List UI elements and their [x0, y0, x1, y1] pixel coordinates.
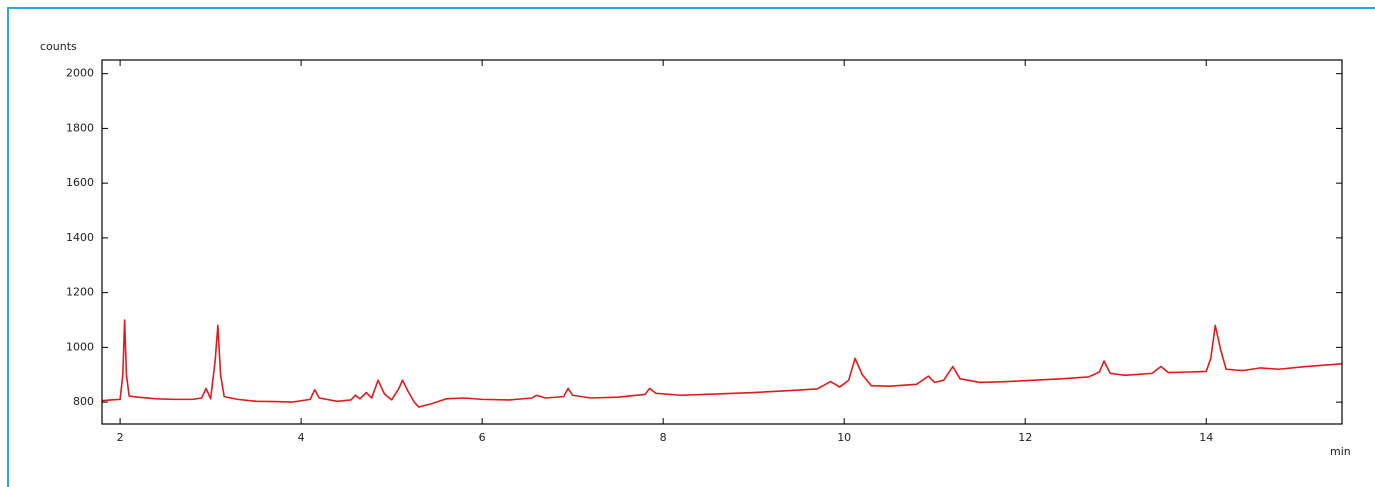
y-tick-label: 800: [73, 395, 94, 408]
data-line: [102, 319, 1342, 408]
x-tick-label: 8: [660, 431, 667, 444]
y-tick-label: 1200: [66, 286, 94, 299]
window-frame: [7, 7, 1375, 487]
y-tick-label: 1600: [66, 176, 94, 189]
x-tick-label: 14: [1199, 431, 1213, 444]
x-tick-label: 10: [837, 431, 851, 444]
plot-frame: [101, 59, 1343, 425]
x-tick-label: 6: [479, 431, 486, 444]
y-tick-label: 2000: [66, 67, 94, 80]
y-axis-label: counts: [40, 40, 77, 53]
plot-area: 2 4 6 8 10 12 14 800 1000 1200 1400 1600 1800 2000: [66, 59, 1343, 444]
x-tick-label: 12: [1018, 431, 1032, 444]
x-axis-label: min: [1330, 445, 1351, 458]
y-tick-label: 1800: [66, 121, 94, 134]
x-tick-label: 2: [117, 431, 124, 444]
x-tick-label: 4: [298, 431, 305, 444]
y-tick-label: 1400: [66, 231, 94, 244]
y-tick-label: 1000: [66, 340, 94, 353]
